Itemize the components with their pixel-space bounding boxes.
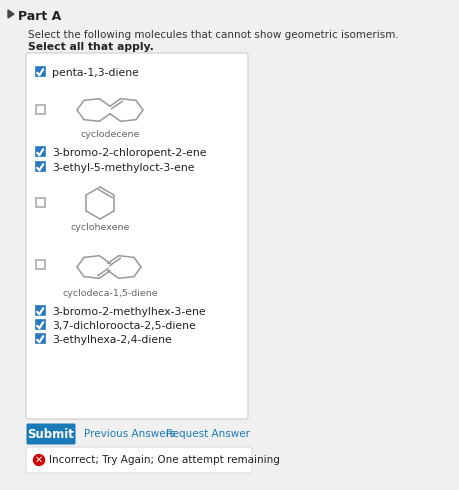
FancyBboxPatch shape	[35, 320, 45, 329]
FancyBboxPatch shape	[26, 53, 247, 419]
Text: penta-1,3-diene: penta-1,3-diene	[52, 68, 139, 78]
Text: Incorrect; Try Again; One attempt remaining: Incorrect; Try Again; One attempt remain…	[49, 455, 279, 465]
FancyBboxPatch shape	[35, 163, 45, 172]
Text: Submit: Submit	[28, 427, 74, 441]
Text: 3-bromo-2-methylhex-3-ene: 3-bromo-2-methylhex-3-ene	[52, 307, 205, 317]
Text: ✕: ✕	[35, 455, 43, 465]
FancyBboxPatch shape	[35, 198, 45, 207]
FancyBboxPatch shape	[35, 105, 45, 115]
Text: Select the following molecules that cannot show geometric isomerism.: Select the following molecules that cann…	[28, 30, 398, 40]
FancyBboxPatch shape	[35, 261, 45, 270]
FancyBboxPatch shape	[26, 447, 252, 473]
Text: cyclodecene: cyclodecene	[80, 130, 140, 139]
Text: Part A: Part A	[18, 10, 61, 23]
FancyBboxPatch shape	[27, 423, 75, 444]
Text: cyclohexene: cyclohexene	[70, 223, 129, 232]
Text: Select all that apply.: Select all that apply.	[28, 42, 154, 52]
Text: 3-ethylhexa-2,4-diene: 3-ethylhexa-2,4-diene	[52, 335, 171, 345]
Polygon shape	[8, 10, 14, 18]
Text: cyclodeca-1,5-diene: cyclodeca-1,5-diene	[62, 289, 157, 298]
FancyBboxPatch shape	[35, 307, 45, 316]
Circle shape	[34, 455, 45, 466]
Text: Request Answer: Request Answer	[166, 429, 249, 439]
Text: 3,7-dichloroocta-2,5-diene: 3,7-dichloroocta-2,5-diene	[52, 321, 196, 331]
FancyBboxPatch shape	[35, 335, 45, 343]
Text: 3-ethyl-5-methyloct-3-ene: 3-ethyl-5-methyloct-3-ene	[52, 163, 194, 173]
Text: Previous Answers: Previous Answers	[84, 429, 175, 439]
Text: 3-bromo-2-chloropent-2-ene: 3-bromo-2-chloropent-2-ene	[52, 148, 206, 158]
FancyBboxPatch shape	[35, 147, 45, 156]
FancyBboxPatch shape	[35, 68, 45, 76]
